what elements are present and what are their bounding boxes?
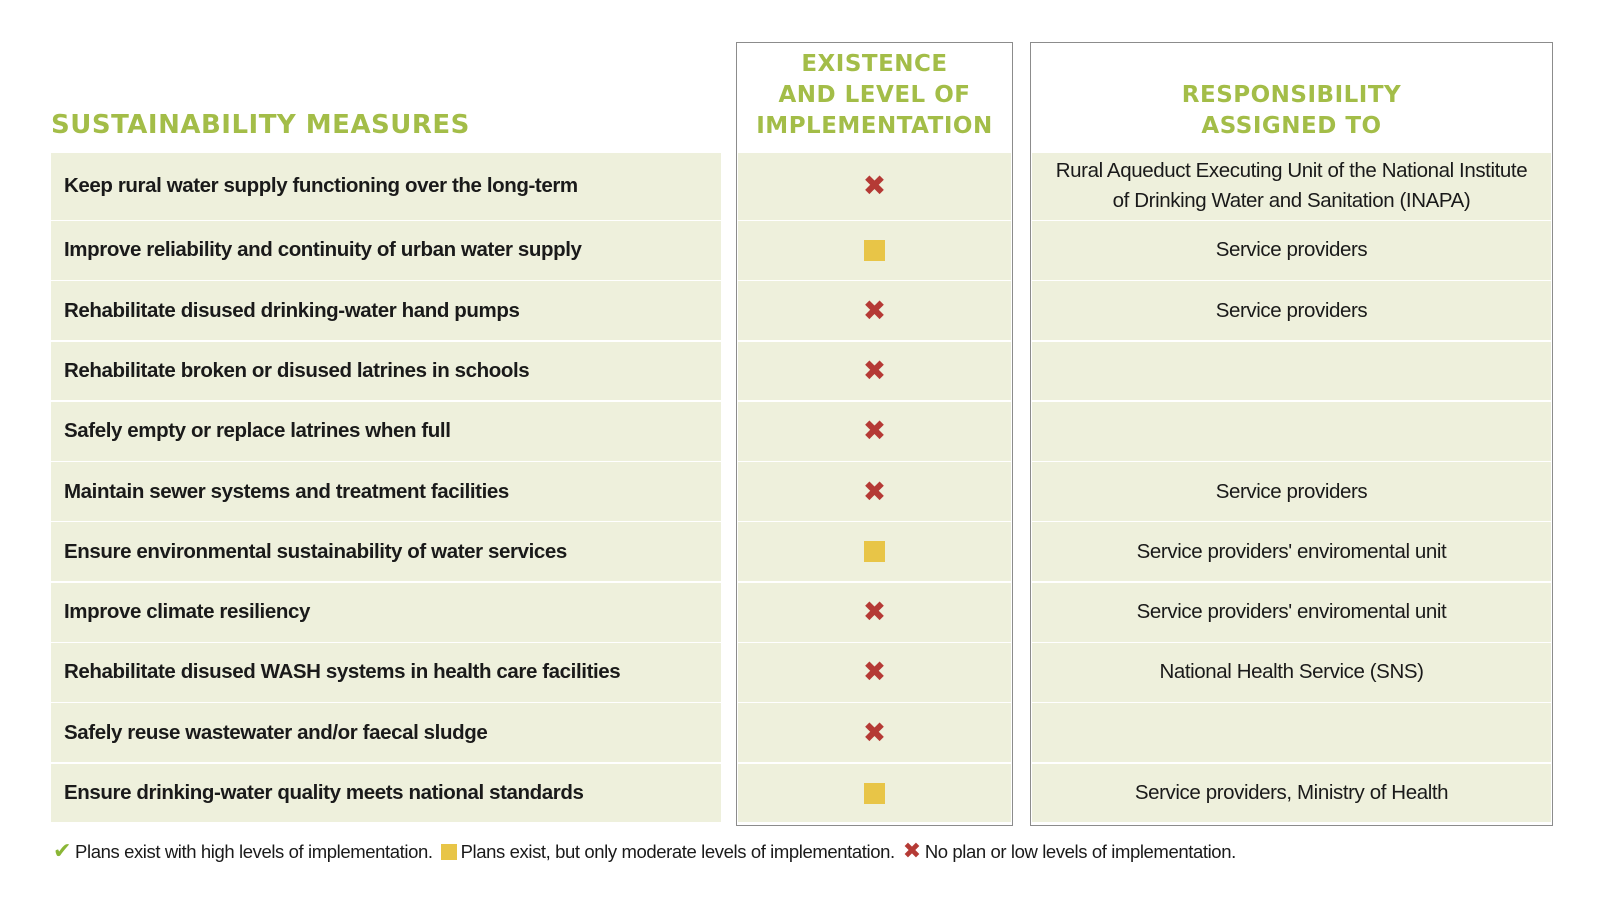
measure-cell: Safely reuse wastewater and/or faecal sl… <box>51 703 721 763</box>
measure-cell: Improve climate resiliency <box>51 582 721 642</box>
cross-icon: ✖ <box>902 839 921 864</box>
responsibility-cell <box>1032 401 1551 461</box>
measure-cell: Maintain sewer systems and treatment fac… <box>51 462 721 521</box>
moderate-square-icon <box>864 782 885 804</box>
legend-item: ✖ No plan or low levels of implementation… <box>903 838 1236 866</box>
status-cell: ✖ <box>738 341 1011 401</box>
table-row: Ensure drinking-water quality meets nati… <box>0 763 1600 824</box>
table-row: Ensure environmental sustainability of w… <box>0 522 1600 582</box>
legend-text: Plans exist, but only moderate levels of… <box>460 841 896 862</box>
status-cell: ✖ <box>738 281 1011 341</box>
measure-cell: Rehabilitate broken or disused latrines … <box>51 341 721 401</box>
table-row: Rehabilitate disused drinking-water hand… <box>0 281 1600 341</box>
responsibility-cell <box>1032 341 1551 401</box>
table-row: Rehabilitate disused WASH systems in hea… <box>0 643 1600 703</box>
table-row: Keep rural water supply functioning over… <box>0 153 1600 221</box>
status-cell: ✖ <box>738 703 1011 763</box>
status-cell: ✖ <box>738 582 1011 642</box>
moderate-square-icon <box>440 844 457 860</box>
cross-icon: ✖ <box>862 414 887 448</box>
table-row: Rehabilitate broken or disused latrines … <box>0 341 1600 402</box>
table-row: Maintain sewer systems and treatment fac… <box>0 462 1600 522</box>
legend: ✔ Plans exist with high levels of impleme… <box>53 838 1244 866</box>
responsibility-cell: Service providers <box>1032 221 1551 280</box>
table-row: Improve climate resiliency ✖ Service provi… <box>0 582 1600 643</box>
cross-icon: ✖ <box>862 293 887 327</box>
status-cell: ✖ <box>738 462 1011 521</box>
column-header-responsibility: RESPONSIBILITY ASSIGNED TO <box>1030 42 1553 150</box>
legend-text: No plan or low levels of implementation. <box>924 841 1236 862</box>
column-header-existence: EXISTENCE AND LEVEL OF IMPLEMENTATION <box>736 42 1013 150</box>
legend-item: Plans exist, but only moderate levels of… <box>440 841 896 863</box>
table-row: Improve reliability and continuity of ur… <box>0 221 1600 281</box>
measure-cell: Ensure environmental sustainability of w… <box>51 522 721 582</box>
status-cell: ✖ <box>738 643 1011 702</box>
measure-cell: Keep rural water supply functioning over… <box>51 153 721 220</box>
responsibility-cell: Service providers' enviromental unit <box>1032 522 1551 582</box>
responsibility-cell: National Health Service (SNS) <box>1032 643 1551 702</box>
cross-icon: ✖ <box>862 353 887 387</box>
responsibility-cell: Service providers, Ministry of Health <box>1032 763 1551 823</box>
measure-cell: Rehabilitate disused WASH systems in hea… <box>51 643 721 702</box>
responsibility-cell: Service providers <box>1032 281 1551 341</box>
responsibility-cell: Service providers' enviromental unit <box>1032 582 1551 642</box>
measures-table: Keep rural water supply functioning over… <box>0 153 1600 824</box>
responsibility-cell: Rural Aqueduct Executing Unit of the Nat… <box>1032 153 1551 220</box>
moderate-square-icon <box>864 239 885 261</box>
status-cell <box>738 763 1011 823</box>
table-row: Safely empty or replace latrines when fu… <box>0 401 1600 462</box>
measure-cell: Ensure drinking-water quality meets nati… <box>51 763 721 823</box>
cross-icon: ✖ <box>862 169 887 203</box>
status-cell <box>738 221 1011 280</box>
cross-icon: ✖ <box>862 474 887 508</box>
status-cell: ✖ <box>738 153 1011 220</box>
column-header-existence-label: EXISTENCE AND LEVEL OF IMPLEMENTATION <box>756 51 993 139</box>
measure-cell: Improve reliability and continuity of ur… <box>51 221 721 280</box>
checkmark-icon: ✔ <box>53 839 72 864</box>
responsibility-cell <box>1032 703 1551 763</box>
measure-cell: Rehabilitate disused drinking-water hand… <box>51 281 721 341</box>
status-cell: ✖ <box>738 401 1011 461</box>
legend-text: Plans exist with high levels of implemen… <box>75 841 433 862</box>
cross-icon: ✖ <box>862 655 887 689</box>
column-header-responsibility-label: RESPONSIBILITY ASSIGNED TO <box>1181 82 1402 139</box>
cross-icon: ✖ <box>862 595 887 629</box>
page-title: SUSTAINABILITY MEASURES <box>51 110 470 140</box>
legend-item: ✔ Plans exist with high levels of impleme… <box>53 839 433 865</box>
measure-cell: Safely empty or replace latrines when fu… <box>51 401 721 461</box>
cross-icon: ✖ <box>862 715 887 749</box>
status-cell <box>738 522 1011 582</box>
moderate-square-icon <box>864 541 885 563</box>
responsibility-cell: Service providers <box>1032 462 1551 521</box>
table-row: Safely reuse wastewater and/or faecal sl… <box>0 703 1600 763</box>
